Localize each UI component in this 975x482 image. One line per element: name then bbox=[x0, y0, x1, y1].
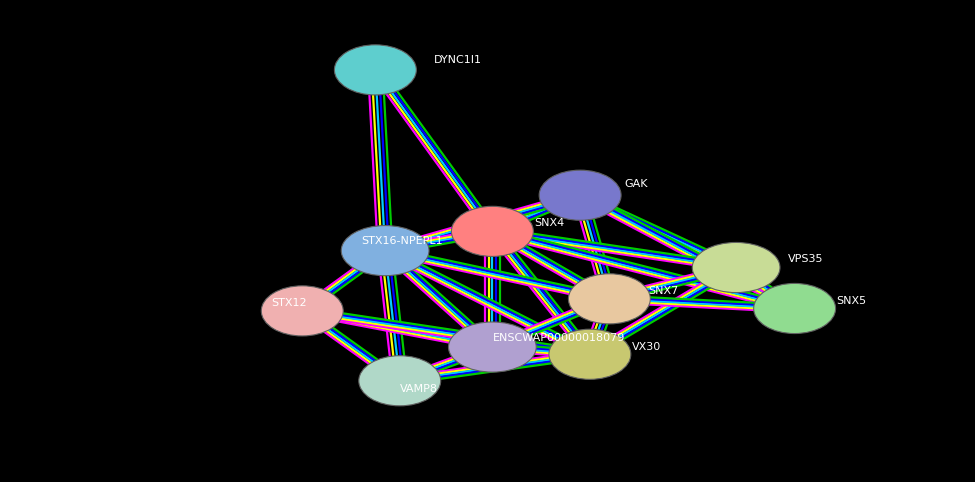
Ellipse shape bbox=[754, 283, 836, 334]
Ellipse shape bbox=[448, 322, 536, 372]
Ellipse shape bbox=[451, 206, 533, 256]
Text: STX16-NPEPL1: STX16-NPEPL1 bbox=[361, 236, 443, 246]
Text: VPS35: VPS35 bbox=[788, 254, 823, 264]
Text: ENSCWAP00000018079: ENSCWAP00000018079 bbox=[492, 334, 625, 343]
Ellipse shape bbox=[549, 329, 631, 379]
Text: SNX5: SNX5 bbox=[837, 296, 867, 306]
Ellipse shape bbox=[334, 45, 416, 95]
Text: VAMP8: VAMP8 bbox=[400, 385, 438, 394]
Ellipse shape bbox=[568, 274, 650, 324]
Text: SNX7: SNX7 bbox=[648, 286, 679, 296]
Ellipse shape bbox=[359, 356, 441, 406]
Text: GAK: GAK bbox=[624, 179, 647, 189]
Text: VX30: VX30 bbox=[632, 342, 661, 352]
Text: DYNC1I1: DYNC1I1 bbox=[434, 55, 482, 65]
Ellipse shape bbox=[692, 242, 780, 293]
Ellipse shape bbox=[539, 170, 621, 220]
Ellipse shape bbox=[341, 226, 429, 276]
Text: STX12: STX12 bbox=[271, 298, 307, 308]
Text: SNX4: SNX4 bbox=[534, 218, 565, 228]
Ellipse shape bbox=[261, 286, 343, 336]
